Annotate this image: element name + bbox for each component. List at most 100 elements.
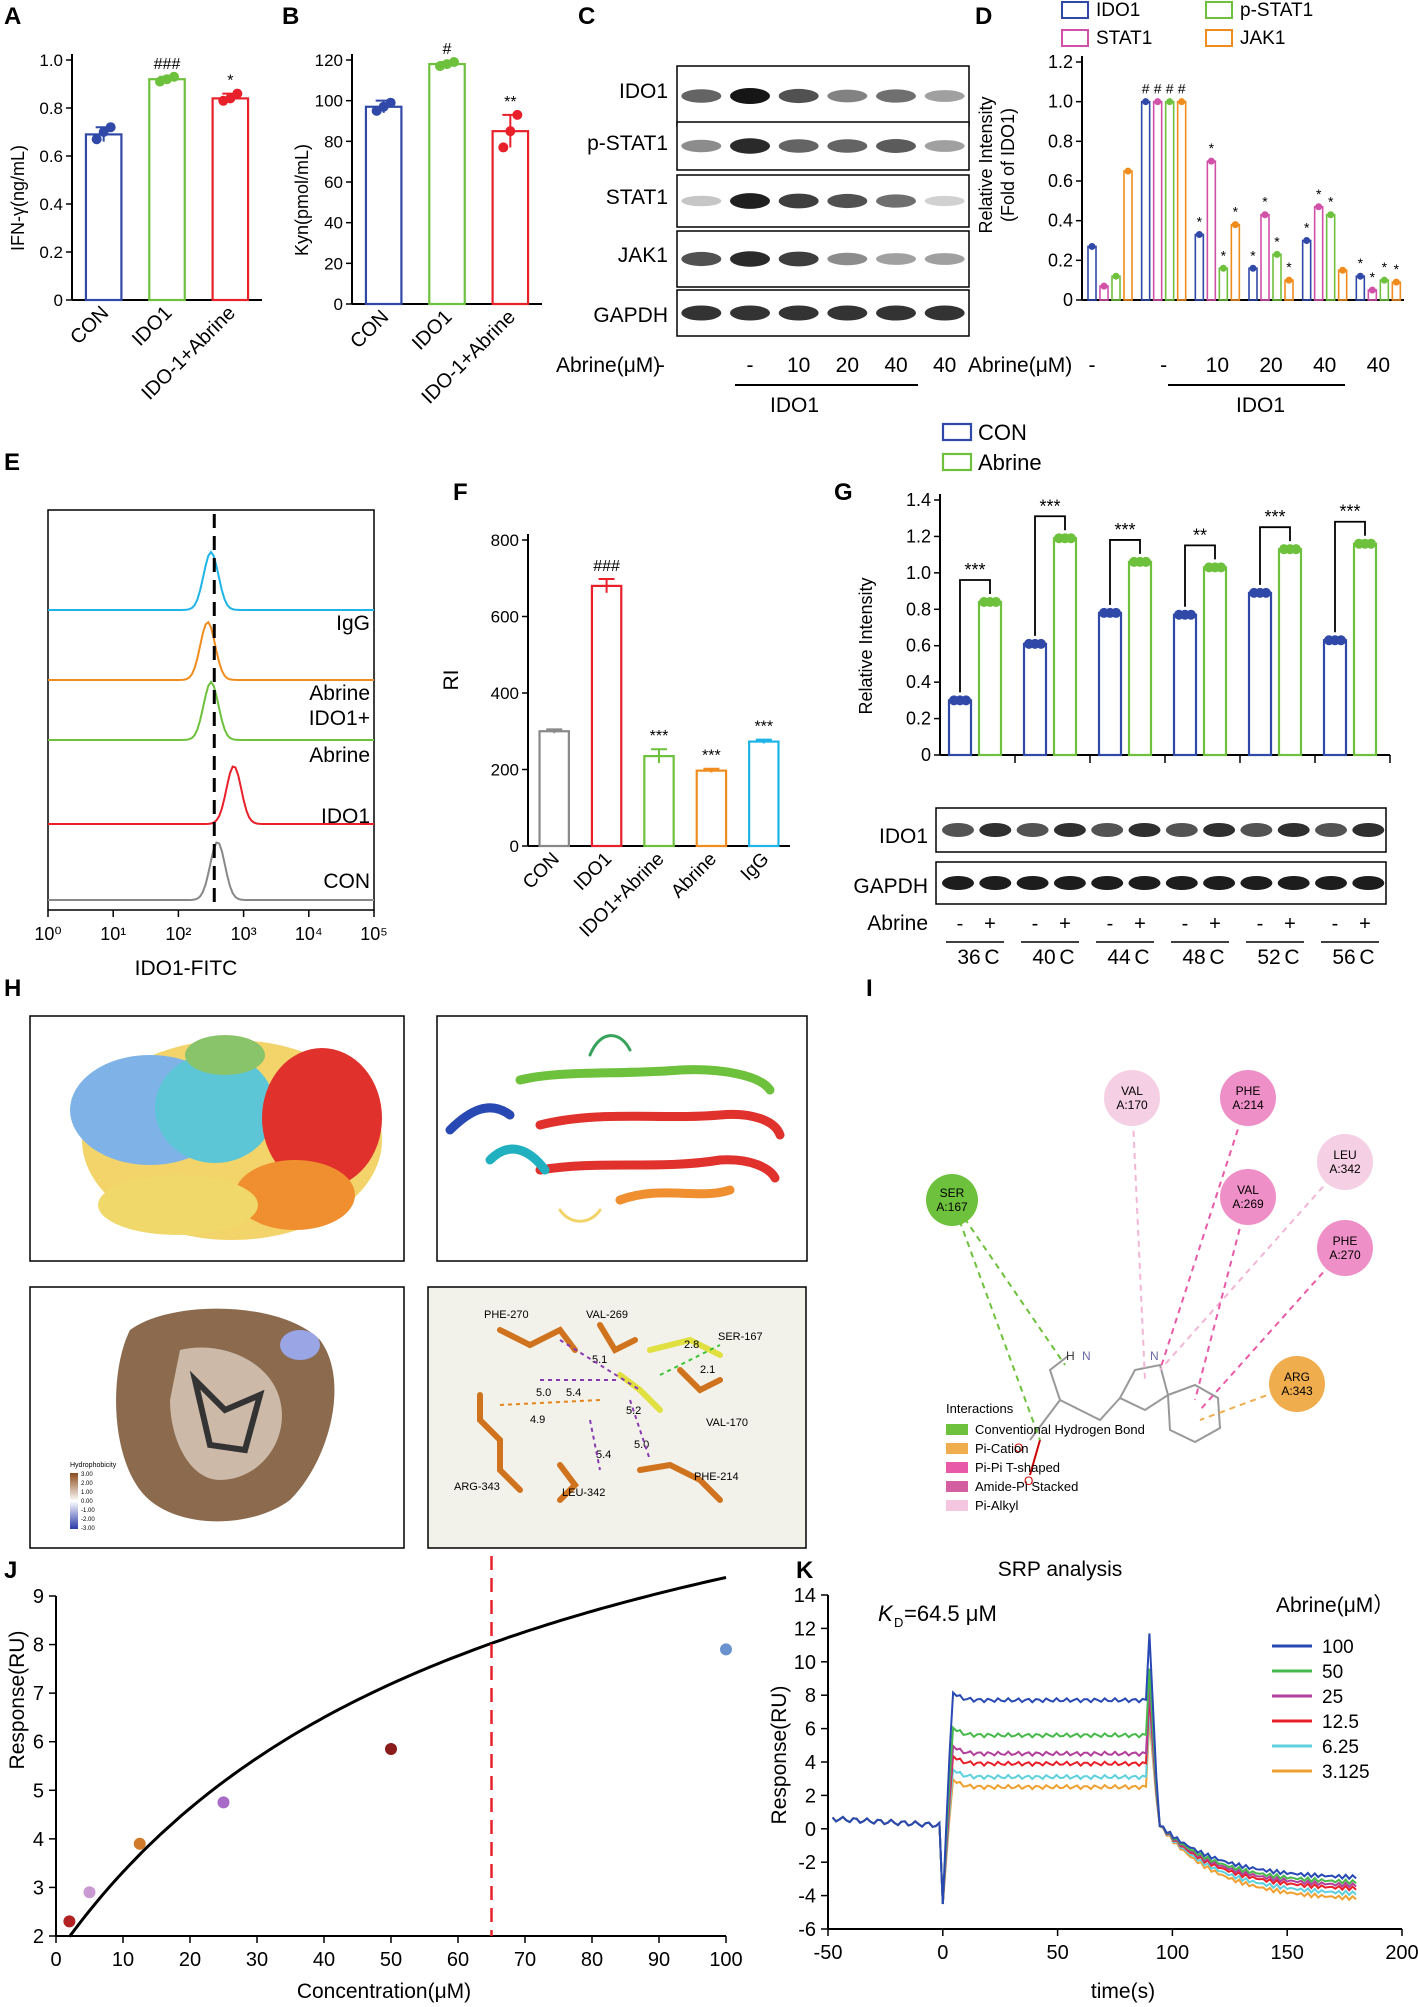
- residue-name: PHE: [1236, 1084, 1261, 1098]
- y-tick-label: 0: [334, 295, 343, 314]
- trace-label: IgG: [336, 612, 370, 635]
- blot-band: [827, 89, 868, 103]
- panel-k-title: SRP analysis: [998, 1558, 1123, 1581]
- blot-band: [827, 139, 868, 153]
- bar: [1313, 205, 1324, 301]
- y-tick-label: 0.4: [39, 195, 63, 214]
- temperature-unit: C: [984, 946, 999, 969]
- bar: [1140, 100, 1151, 301]
- residue-pos: A:270: [1329, 1248, 1361, 1262]
- blot-strip: [676, 230, 970, 288]
- data-point: [1066, 533, 1076, 544]
- significance-label: #: [1166, 81, 1174, 97]
- significance-label: *: [1382, 259, 1388, 275]
- residue-node: [1104, 1070, 1160, 1126]
- data-point: [498, 142, 509, 153]
- sensorgram-trace: [831, 1633, 1357, 1905]
- temperature-unit: C: [1359, 946, 1374, 969]
- atom-label: O: [1024, 1474, 1033, 1488]
- blot-band: [876, 139, 916, 153]
- y-tick-label: 0: [805, 1819, 816, 1841]
- significance-bracket: [1109, 539, 1141, 605]
- panel-label-g: G: [834, 479, 853, 506]
- kd-value: =64.5 μM: [904, 1601, 997, 1626]
- distance-label: 2.8: [684, 1339, 699, 1351]
- blot-band: [681, 89, 722, 103]
- bar: [538, 730, 570, 848]
- data-point: [232, 88, 243, 99]
- significance-label: *: [1274, 233, 1280, 249]
- blot-band: [827, 305, 868, 321]
- data-point: [449, 57, 459, 68]
- bar: [1172, 613, 1198, 757]
- trace-label: IDO1: [321, 805, 370, 828]
- y-tick-label: -6: [798, 1919, 816, 1941]
- blot-band: [778, 88, 819, 104]
- data-point: [1141, 556, 1151, 567]
- residue-label: SER-167: [718, 1331, 763, 1343]
- y-tick-label: 4: [33, 1829, 44, 1851]
- data-point: [1154, 98, 1162, 106]
- legend-label: CON: [978, 420, 1027, 445]
- bar: [1152, 100, 1163, 301]
- x-tick-label: 20: [179, 1949, 201, 1971]
- blot-band: [827, 252, 868, 266]
- bar: [947, 699, 973, 757]
- data-point: [105, 122, 116, 133]
- residue-pos: A:342: [1329, 1162, 1361, 1176]
- data-point: [98, 127, 109, 137]
- y-tick-label: 2: [805, 1785, 816, 1807]
- x-tick-label: 200: [1385, 1942, 1418, 1964]
- y-tick-label: 0.6: [1048, 171, 1073, 191]
- binding-site-contacts: [499, 1339, 721, 1471]
- blot-band: [979, 876, 1012, 890]
- y-tick-label: 1.0: [39, 51, 63, 70]
- legend-label: Conventional Hydrogen Bond: [975, 1422, 1145, 1437]
- blot-band: [1128, 876, 1161, 890]
- legend-label: JAK1: [1240, 28, 1285, 49]
- data-point: [991, 597, 1001, 607]
- distance-label: 5.1: [592, 1354, 607, 1366]
- significance-label: ***: [650, 728, 669, 745]
- bar: [695, 769, 728, 848]
- category-label: Abrine: [667, 849, 721, 903]
- y-tick-label: 0.8: [39, 99, 63, 118]
- group-tick-label: -: [1089, 354, 1096, 377]
- panel-a-ylabel: IFN-γ(ng/mL): [8, 145, 28, 251]
- blot-band: [681, 195, 722, 207]
- bar: [1022, 642, 1048, 757]
- panel-d-xlabel: Abrine(μM): [968, 354, 1072, 377]
- panel-label-d: D: [975, 3, 992, 30]
- category-label: IDO1: [570, 849, 616, 895]
- bar: [1355, 275, 1366, 301]
- y-tick-label: -2: [798, 1852, 816, 1874]
- data-point: [961, 695, 971, 706]
- y-tick-label: 0.8: [1048, 131, 1073, 151]
- residue-name: VAL: [1237, 1183, 1259, 1197]
- significance-label: *: [227, 73, 233, 90]
- bar: [1248, 267, 1258, 301]
- bar: [491, 130, 530, 306]
- blot-strip: [676, 65, 970, 127]
- treatment-label: -: [1032, 913, 1039, 935]
- x-tick-label: 100: [1156, 1942, 1189, 1964]
- blot-band: [1315, 876, 1347, 890]
- panel-label-f: F: [453, 479, 468, 506]
- hydro-tick: 3.00: [81, 1472, 93, 1478]
- legend-title: Interactions: [946, 1401, 1014, 1416]
- data-point: [1249, 264, 1257, 272]
- blot-band: [681, 139, 722, 153]
- blot-band: [924, 305, 965, 321]
- hydro-tick: 1.00: [81, 1490, 93, 1496]
- temperature-unit: C: [1284, 946, 1299, 969]
- blot-g-row-label: GAPDH: [853, 875, 928, 898]
- bar: [148, 78, 186, 302]
- bar: [977, 600, 1003, 757]
- x-tick-label: 150: [1271, 1942, 1304, 1964]
- residue-name: VAL: [1121, 1084, 1143, 1098]
- panel-label-a: A: [4, 3, 21, 30]
- blot-band: [876, 194, 916, 208]
- treatment-label: +: [1359, 913, 1371, 935]
- panel-b-ylabel: Kyn(pmol/mL): [292, 144, 312, 256]
- y-tick-label: 0.2: [1048, 250, 1073, 270]
